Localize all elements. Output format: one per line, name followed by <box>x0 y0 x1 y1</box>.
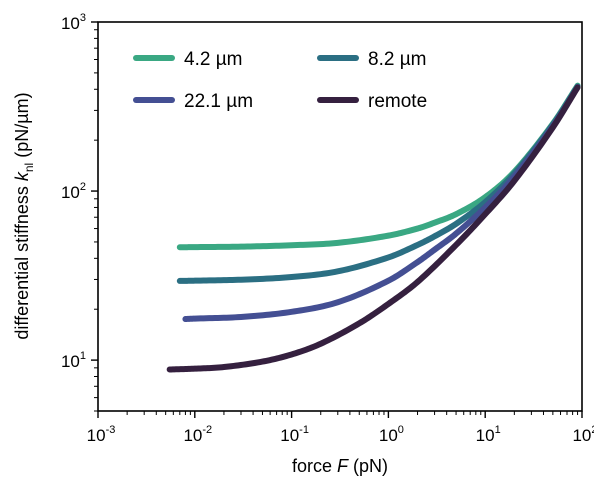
x-axis-label: force F (pN) <box>292 456 388 476</box>
series-line-3 <box>166 84 581 373</box>
x-tick-label-2: 10-1 <box>280 424 309 445</box>
legend-label-1: 8.2 µm <box>368 49 426 70</box>
legend: 4.2 µm 8.2 µm 22.1 µm remote <box>133 49 427 112</box>
y-tick-label-2: 103 <box>61 12 86 33</box>
series-line-2 <box>182 84 581 323</box>
legend-label-0: 4.2 µm <box>184 49 242 70</box>
x-tick-label-5: 102 <box>572 424 594 445</box>
legend-label-3: remote <box>368 91 427 112</box>
series-layer <box>166 82 581 373</box>
ticks-layer: 10-3 10-2 10-1 100 101 102 101 102 103 <box>61 12 594 445</box>
x-tick-label-0: 10-3 <box>87 424 116 445</box>
legend-label-2: 22.1 µm <box>184 91 253 112</box>
x-tick-label-4: 101 <box>476 424 501 445</box>
x-tick-label-3: 100 <box>379 424 404 445</box>
y-tick-label-0: 101 <box>61 350 86 371</box>
x-tick-label-1: 10-2 <box>183 424 212 445</box>
y-axis-label: differential stiffness knl (pN/µm) <box>12 92 36 339</box>
y-tick-label-1: 102 <box>61 181 86 202</box>
plot-frame <box>97 21 583 412</box>
series-line-1 <box>176 83 581 284</box>
